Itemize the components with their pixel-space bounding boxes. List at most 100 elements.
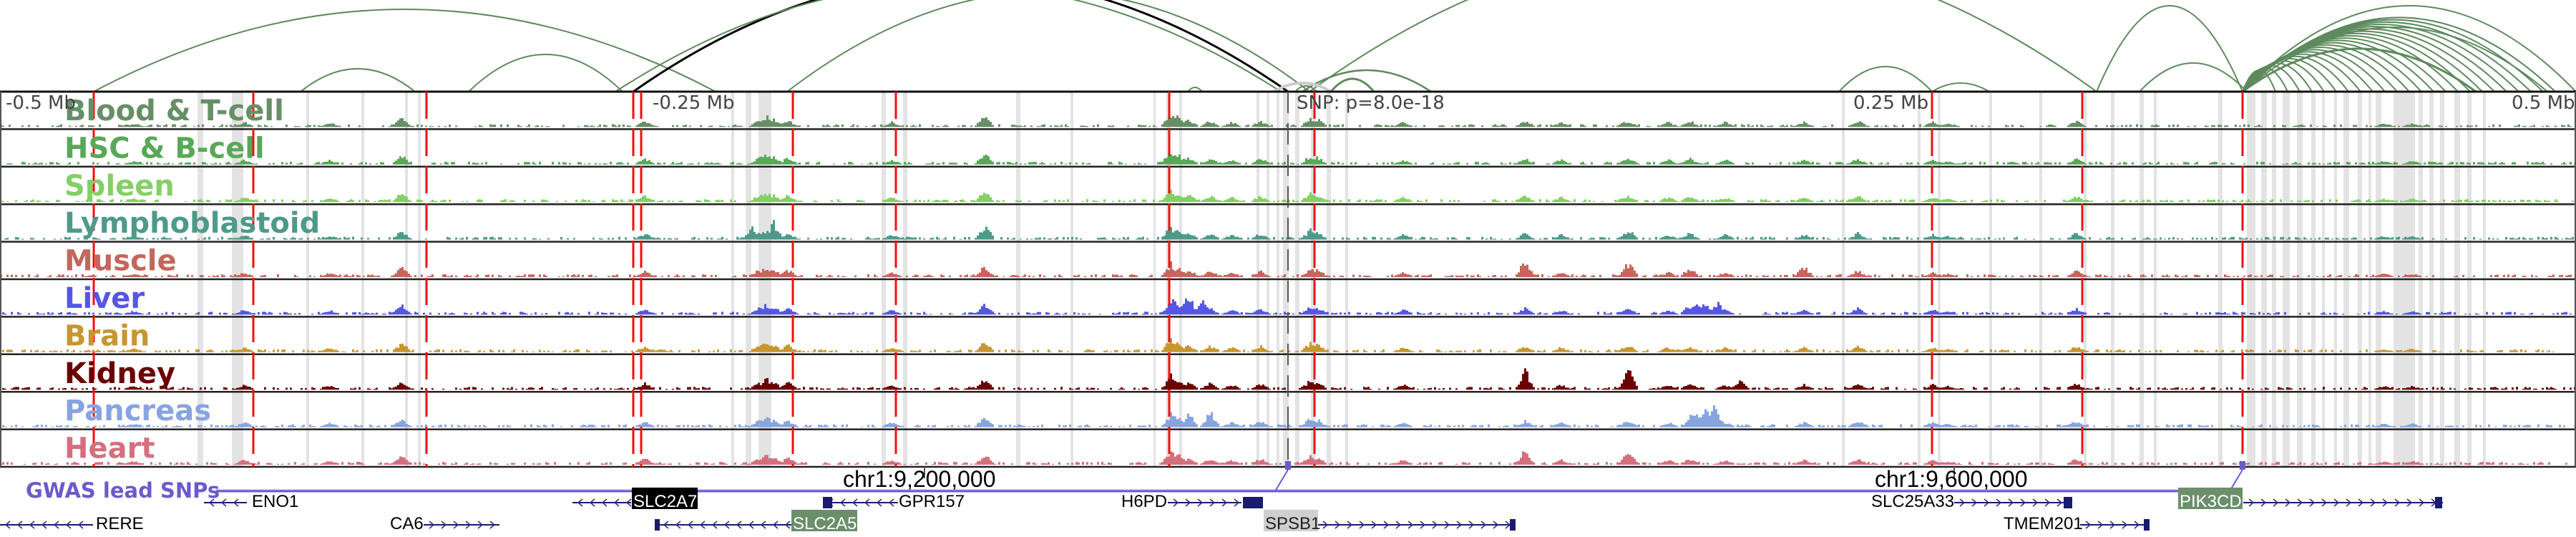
- interaction-arc: [93, 9, 716, 92]
- track-labels: Blood & T-cell HSC & B-cell Spleen Lymphobl…: [64, 95, 320, 465]
- strand-arrow-icon: [4, 521, 11, 529]
- signal-bars: [0, 298, 2576, 315]
- strand-arrow-icon: [1480, 521, 1487, 529]
- strand-arrow-icon: [1322, 521, 1329, 529]
- gwas-snp-lines: [92, 92, 2244, 467]
- strand-arrow-icon: [1221, 498, 1228, 507]
- exon-block: [655, 519, 660, 531]
- gene-rere[interactable]: RERE: [0, 514, 144, 533]
- interaction-arc: [1838, 66, 1933, 92]
- exon-block: [2144, 519, 2150, 531]
- strand-arrow-icon: [2297, 498, 2303, 507]
- signal-bars: [0, 154, 2576, 165]
- strand-arrow-icon: [1959, 498, 1966, 507]
- snp-pvalue-label: SNP: p=8.0e-18: [1297, 92, 1445, 114]
- strand-arrow-icon: [2370, 498, 2376, 507]
- gene-eno1[interactable]: ENO1: [204, 492, 298, 511]
- strand-arrow-icon: [65, 521, 72, 529]
- strand-arrow-icon: [1971, 498, 1978, 507]
- gene-pik3cd[interactable]: PIK3CD: [2178, 488, 2443, 511]
- strand-arrow-icon: [2008, 498, 2014, 507]
- strand-arrow-icon: [77, 521, 84, 529]
- axis-label-right: 0.5 Mb: [2512, 92, 2575, 114]
- strand-arrow-icon: [675, 521, 681, 529]
- coordinate-label-2: chr1:9,600,000: [1875, 466, 2028, 492]
- track-label: Muscle: [64, 245, 177, 278]
- coordinate-label-1: chr1:9,200,000: [843, 466, 996, 492]
- track-label: Heart: [64, 432, 155, 465]
- axis-label-left-mid: -0.25 Mb: [653, 92, 734, 114]
- gene-slc25a33[interactable]: SLC25A33: [1871, 492, 2072, 511]
- strand-arrow-icon: [1173, 498, 1179, 507]
- strand-arrow-icon: [2406, 498, 2413, 507]
- gene-ca6[interactable]: CA6: [390, 514, 499, 533]
- signal-track-lymphoblastoid: [0, 220, 2576, 243]
- strand-arrow-icon: [2134, 521, 2140, 529]
- gene-gpr157[interactable]: GPR157: [823, 492, 965, 511]
- gene-tmem201[interactable]: TMEM201: [2004, 514, 2150, 533]
- interaction-arc: [2242, 47, 2477, 93]
- strand-arrow-icon: [1347, 521, 1353, 529]
- strand-arrow-icon: [2020, 498, 2026, 507]
- strand-arrow-icon: [888, 498, 894, 507]
- gene-label: ENO1: [252, 492, 298, 511]
- signal-track-muscle: [0, 261, 2576, 281]
- strand-arrow-icon: [2394, 498, 2401, 507]
- strand-arrow-icon: [2109, 521, 2116, 529]
- gene-slc2a5[interactable]: SLC2A5: [655, 510, 857, 533]
- gene-highlight-box: [1264, 510, 1318, 531]
- strand-arrow-icon: [2321, 498, 2328, 507]
- gwas-snp-marker[interactable]: [1285, 461, 1291, 470]
- strand-arrow-icon: [748, 521, 754, 529]
- signal-bars: [0, 451, 2576, 465]
- strand-arrow-icon: [441, 521, 447, 529]
- strand-arrow-icon: [233, 498, 239, 507]
- strand-arrow-icon: [2358, 498, 2364, 507]
- track-label: Lymphoblastoid: [64, 207, 320, 240]
- strand-arrow-icon: [876, 498, 882, 507]
- gene-label: H6PD: [1121, 492, 1167, 511]
- exon-block: [1243, 497, 1263, 508]
- strand-arrow-icon: [1395, 521, 1402, 529]
- gene-label: SLC2A7: [633, 492, 697, 511]
- strand-arrow-icon: [2122, 521, 2128, 529]
- signal-bars: [0, 338, 2576, 352]
- strand-arrow-icon: [1996, 498, 2002, 507]
- strand-arrow-icon: [601, 498, 608, 507]
- gene-label: SPSB1: [1265, 514, 1320, 533]
- strand-arrow-icon: [1456, 521, 1463, 529]
- strand-arrow-icon: [208, 498, 215, 507]
- gene-label: PIK3CD: [2180, 492, 2242, 511]
- track-label: Blood & T-cell: [64, 95, 284, 127]
- strand-arrow-icon: [2382, 498, 2389, 507]
- exon-block: [823, 497, 832, 508]
- gene-spsb1[interactable]: SPSB1: [1264, 510, 1516, 533]
- strand-arrow-icon: [760, 521, 766, 529]
- signal-bars: [0, 189, 2576, 203]
- track-label: Kidney: [64, 357, 175, 390]
- gene-h6pd[interactable]: H6PD: [1121, 492, 1263, 511]
- gene-label: SLC25A33: [1871, 492, 1954, 511]
- strand-arrow-icon: [1335, 521, 1341, 529]
- interaction-arc: [1302, 69, 1432, 93]
- strand-arrow-icon: [1359, 521, 1365, 529]
- strand-arrow-icon: [663, 521, 669, 529]
- strand-arrow-icon: [489, 521, 496, 529]
- strand-arrow-icon: [2097, 521, 2104, 529]
- exon-block: [1510, 519, 1516, 531]
- strand-arrow-icon: [1185, 498, 1191, 507]
- gene-track: ENO1 SLC2A7 GPR157 H6PD SLC25A33 PIK3CD RERE CA…: [0, 488, 2443, 533]
- interaction-arc: [1309, 0, 2097, 92]
- interaction-arc: [2242, 26, 2548, 92]
- interaction-arc: [786, 0, 1310, 92]
- strand-arrow-icon: [29, 521, 35, 529]
- strand-arrow-icon: [1234, 498, 1240, 507]
- gene-slc2a7[interactable]: SLC2A7: [572, 488, 698, 511]
- strand-arrow-icon: [772, 521, 779, 529]
- interaction-arc: [2096, 5, 2243, 92]
- gwas-snp-marker[interactable]: [2240, 461, 2245, 470]
- gene-highlight-box: [791, 510, 857, 531]
- strand-arrow-icon: [2273, 498, 2279, 507]
- gene-highlight-box: [2178, 488, 2243, 509]
